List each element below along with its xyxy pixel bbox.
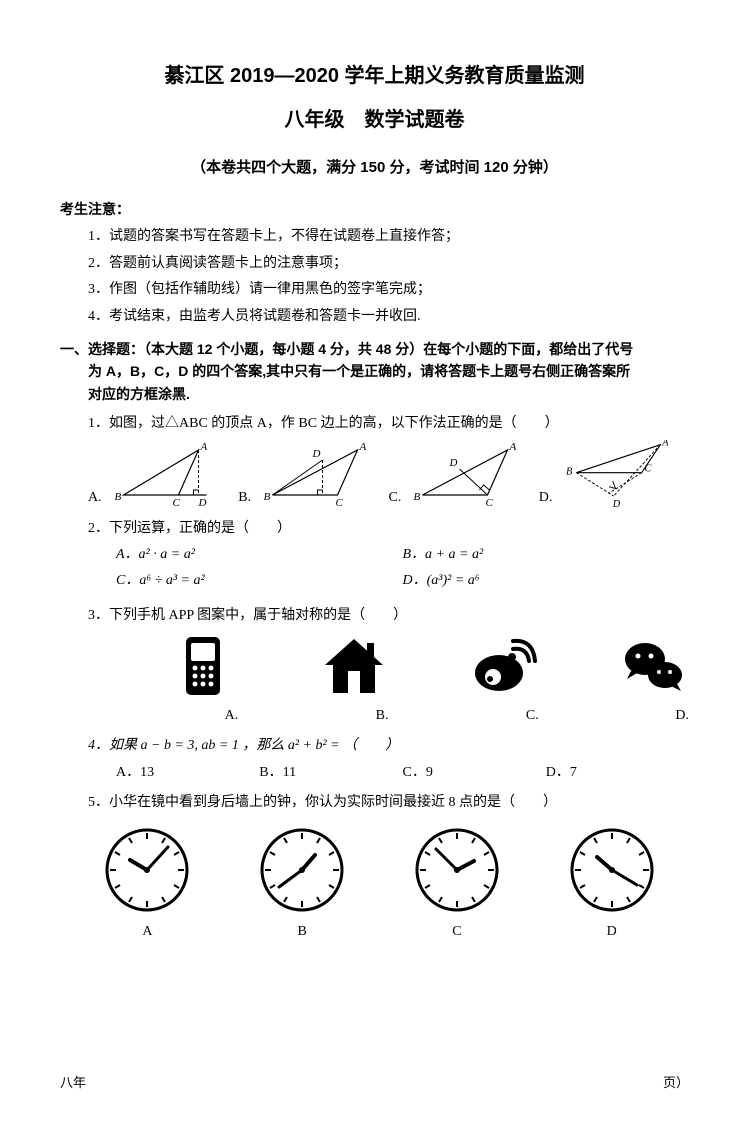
house-icon xyxy=(319,631,389,701)
question-3-text: 3．下列手机 APP 图案中，属于轴对称的是（ ） xyxy=(88,605,689,627)
q4-option-a: A．13 xyxy=(116,762,259,784)
q5-option-c: C xyxy=(412,825,502,943)
triangle-a-figure: A B C D xyxy=(106,440,226,510)
q3-option-b: B. xyxy=(238,631,388,727)
svg-text:A: A xyxy=(662,440,670,449)
svg-text:B: B xyxy=(566,466,573,477)
svg-text:B: B xyxy=(264,491,271,503)
footer-left: 八年 xyxy=(60,1073,86,1094)
q3-label-d: D. xyxy=(675,705,689,727)
triangle-c-figure: A B C D xyxy=(405,440,525,510)
q4-option-c: C．9 xyxy=(403,762,546,784)
q3-label-a: A. xyxy=(225,705,239,727)
q5-label-b: B xyxy=(297,921,306,943)
q1-option-d: D. A B C D xyxy=(539,440,689,510)
q2-option-d: D．(a³)² = a⁶ xyxy=(403,570,690,592)
phone-icon xyxy=(168,631,238,701)
q1-label-c: C. xyxy=(389,487,402,509)
q5-label-c: C xyxy=(452,921,461,943)
question-4-text: 4．如果 a − b = 3, ab = 1 ，那么 a² + b² = （ ） xyxy=(88,735,689,757)
clock-d-figure xyxy=(567,825,657,915)
doc-title-2: 八年级 数学试题卷 xyxy=(60,104,689,136)
svg-text:A: A xyxy=(199,441,207,453)
q4-option-b: B．11 xyxy=(259,762,402,784)
svg-text:B: B xyxy=(414,491,421,503)
q2-option-b: B．a + a = a² xyxy=(403,544,690,566)
q2-option-c: C．a⁶ ÷ a³ = a² xyxy=(116,570,403,592)
triangle-b-figure: A B C D xyxy=(255,440,375,510)
question-1-text: 1．如图，过△ABC 的顶点 A，作 BC 边上的高，以下作法正确的是（ ） xyxy=(88,413,689,435)
q1-option-c: C. A B C D xyxy=(389,440,539,510)
q3-option-d: D. xyxy=(539,631,689,727)
notice-item: 3．作图（包括作辅助线）请一律用黑色的签字笔完成； xyxy=(88,279,689,301)
svg-text:D: D xyxy=(449,457,458,469)
q5-option-a: A xyxy=(102,825,192,943)
question-2-text: 2．下列运算，正确的是（ ） xyxy=(88,518,689,540)
svg-text:C: C xyxy=(336,497,344,509)
question-3-options: A. B. C. D. xyxy=(88,631,689,727)
q3-option-c: C. xyxy=(389,631,539,727)
clock-a-figure xyxy=(102,825,192,915)
svg-text:D: D xyxy=(312,448,321,460)
clock-b-figure xyxy=(257,825,347,915)
q5-option-d: D xyxy=(567,825,657,943)
footer-right: 页） xyxy=(663,1073,689,1094)
svg-text:D: D xyxy=(197,497,206,509)
clock-c-figure xyxy=(412,825,502,915)
doc-subtitle: （本卷共四个大题，满分 150 分，考试时间 120 分钟） xyxy=(60,156,689,180)
notice-item: 1．试题的答案书写在答题卡上，不得在试题卷上直接作答； xyxy=(88,226,689,248)
section-1-line3: 对应的方框涂黑. xyxy=(88,383,689,405)
svg-text:C: C xyxy=(172,497,180,509)
q1-label-a: A. xyxy=(88,487,102,509)
q1-option-a: A. A B C D xyxy=(88,440,238,510)
svg-text:A: A xyxy=(509,441,517,453)
q4-option-d: D．7 xyxy=(546,762,689,784)
section-1-line1: 一、选择题：（本大题 12 个小题，每小题 4 分，共 48 分）在每个小题的下… xyxy=(60,341,633,357)
question-5-text: 5．小华在镜中看到身后墙上的钟，你认为实际时间最接近 8 点的是（ ） xyxy=(88,792,689,814)
svg-text:A: A xyxy=(359,441,367,453)
q5-label-a: A xyxy=(142,921,152,943)
q5-option-b: B xyxy=(257,825,347,943)
q3-label-c: C. xyxy=(526,705,539,727)
q1-label-d: D. xyxy=(539,487,553,509)
weibo-icon xyxy=(469,631,539,701)
question-4-options: A．13 B．11 C．9 D．7 xyxy=(116,762,689,784)
svg-text:C: C xyxy=(486,497,494,509)
svg-text:D: D xyxy=(612,499,621,510)
q5-label-d: D xyxy=(607,921,617,943)
notice-heading: 考生注意： xyxy=(60,198,689,220)
svg-text:B: B xyxy=(114,491,121,503)
section-1-head: 一、选择题：（本大题 12 个小题，每小题 4 分，共 48 分）在每个小题的下… xyxy=(60,338,689,405)
triangle-d-figure: A B C D xyxy=(556,440,676,510)
doc-title-1: 綦江区 2019—2020 学年上期义务教育质量监测 xyxy=(60,60,689,92)
q1-label-b: B. xyxy=(238,487,251,509)
question-2-options: A．a² · a = a² B．a + a = a² C．a⁶ ÷ a³ = a… xyxy=(116,544,689,597)
wechat-icon xyxy=(619,631,689,701)
q1-option-b: B. A B C D xyxy=(238,440,388,510)
question-5-options: A B xyxy=(70,825,689,943)
notice-item: 2．答题前认真阅读答题卡上的注意事项； xyxy=(88,253,689,275)
page-footer: 八年 页） xyxy=(60,1073,689,1094)
svg-text:C: C xyxy=(645,463,652,474)
section-1-line2: 为 A，B，C，D 的四个答案,其中只有一个是正确的，请将答题卡上题号右侧正确答… xyxy=(88,360,689,382)
notice-item: 4．考试结束，由监考人员将试题卷和答题卡一并收回. xyxy=(88,306,689,328)
q3-option-a: A. xyxy=(88,631,238,727)
question-1-options: A. A B C D B. A B C D C. xyxy=(88,440,689,510)
q2-option-a: A．a² · a = a² xyxy=(116,544,403,566)
q3-label-b: B. xyxy=(376,705,389,727)
